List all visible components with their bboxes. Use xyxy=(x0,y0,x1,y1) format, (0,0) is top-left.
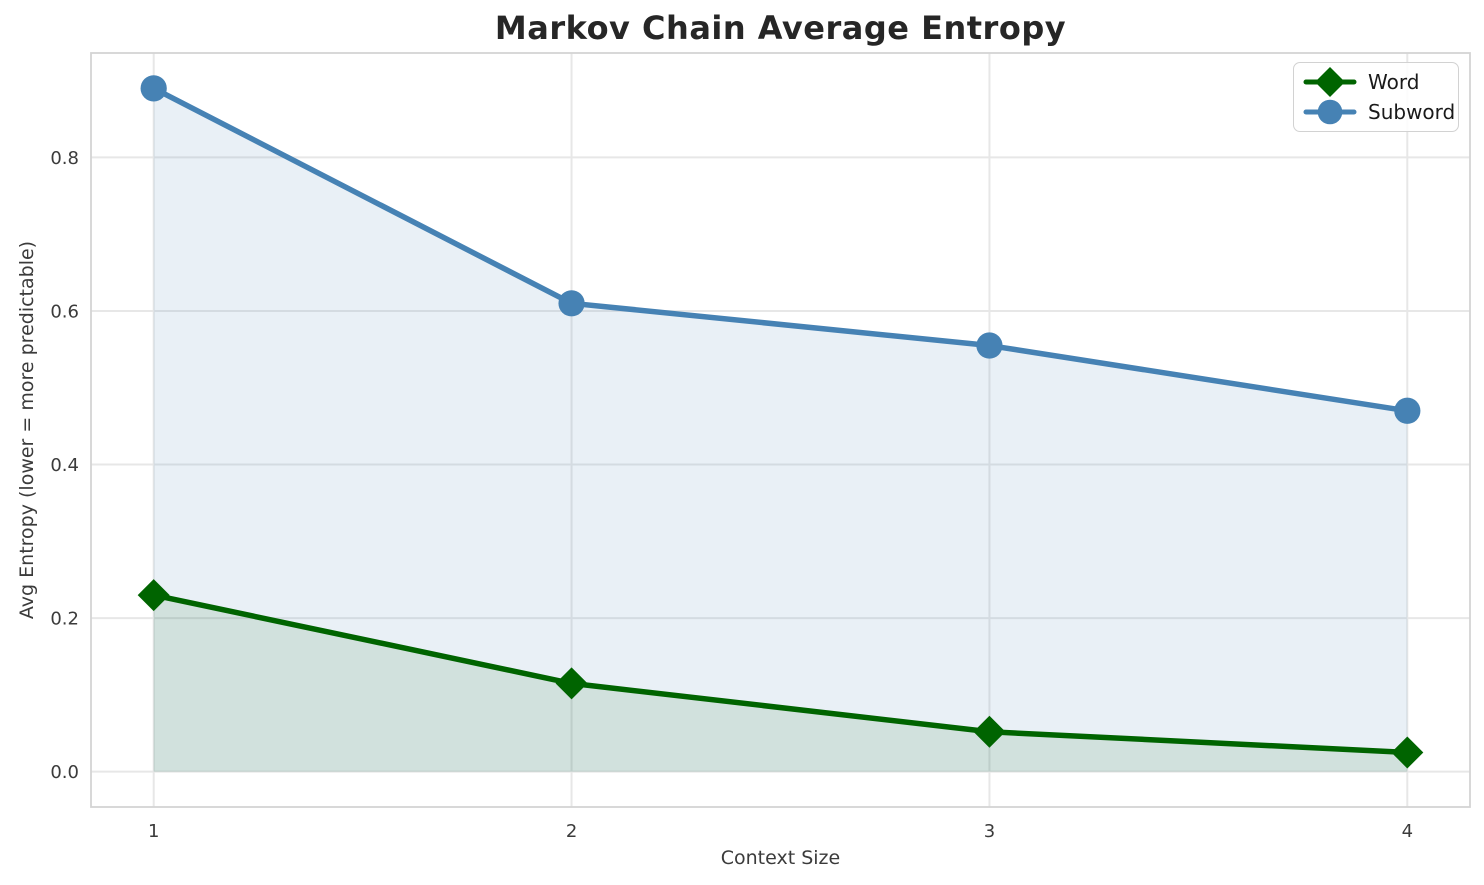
y-tick-label-0.4: 0.4 xyxy=(50,455,79,476)
plot-border xyxy=(90,52,1471,808)
data-point-subword-2 xyxy=(558,290,585,317)
x-tick-label-4: 4 xyxy=(1402,821,1413,842)
x-axis-label: Context Size xyxy=(720,847,841,869)
legend: Word Subword xyxy=(1293,62,1459,132)
legend-item-subword: Subword xyxy=(1303,97,1455,127)
series-fill-word xyxy=(153,595,1408,772)
y-tick-label-0.0: 0.0 xyxy=(50,762,79,783)
x-tick-label-1: 1 xyxy=(148,821,159,842)
legend-label-word: Word xyxy=(1368,70,1420,94)
legend-marker-subword xyxy=(1317,99,1343,125)
x-tick-label-2: 2 xyxy=(566,821,577,842)
data-point-subword-3 xyxy=(976,332,1003,359)
word-series-marker-icon xyxy=(1303,67,1357,97)
y-tick-label-0.2: 0.2 xyxy=(50,609,79,630)
y-axis-label: Avg Entropy (lower = more predictable) xyxy=(16,240,38,620)
y-tick-label-0.8: 0.8 xyxy=(50,148,79,169)
data-point-subword-4 xyxy=(1394,397,1421,424)
series-fill-subword xyxy=(153,88,1408,772)
data-point-word-4 xyxy=(1391,736,1424,769)
chart-title: Markov Chain Average Entropy xyxy=(494,9,1067,47)
legend-item-word: Word xyxy=(1303,67,1448,97)
data-point-word-3 xyxy=(973,715,1006,748)
data-point-word-1 xyxy=(137,579,170,612)
legend-marker-word xyxy=(1315,67,1345,97)
series-line-word xyxy=(150,592,1411,756)
data-point-subword-1 xyxy=(140,75,167,102)
y-tick-label-0.6: 0.6 xyxy=(50,301,79,322)
legend-label-subword: Subword xyxy=(1368,100,1456,124)
x-tick-label-3: 3 xyxy=(984,821,995,842)
subword-series-marker-icon xyxy=(1303,99,1357,125)
series-line-subword xyxy=(150,85,1411,414)
data-point-word-2 xyxy=(555,667,588,700)
